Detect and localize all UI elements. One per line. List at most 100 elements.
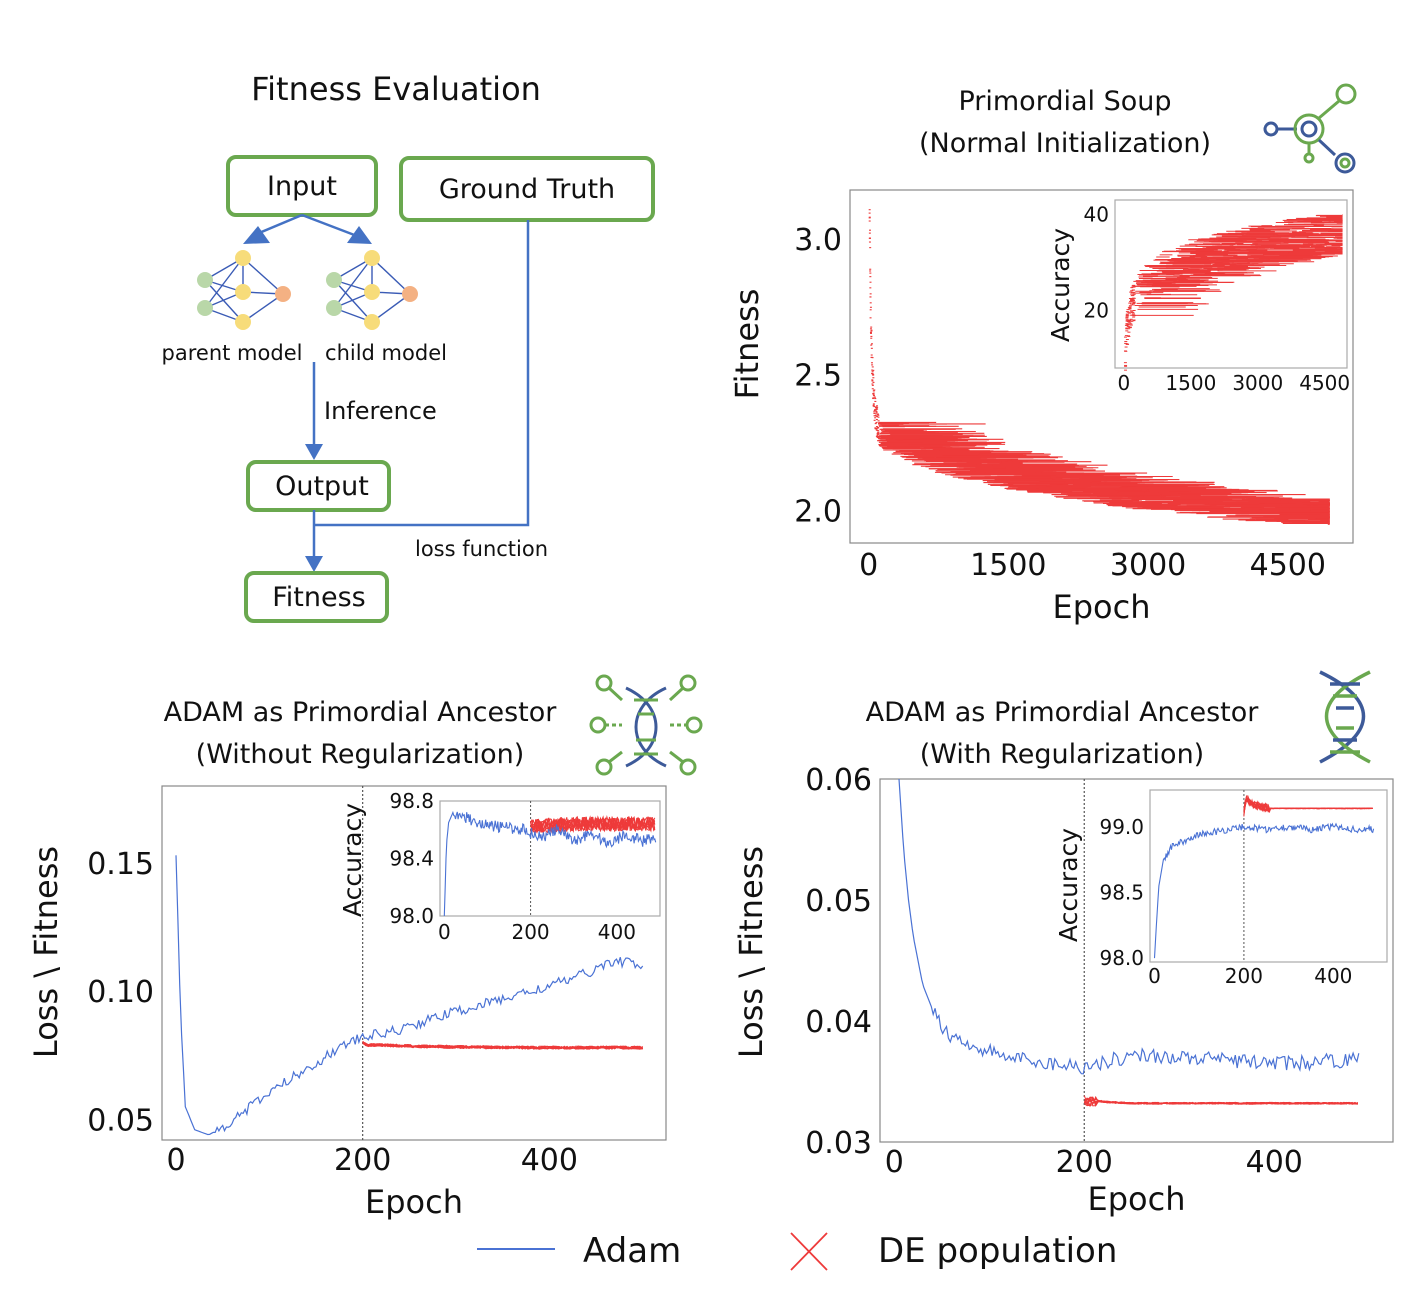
inset-plot-area [1149, 789, 1388, 963]
inset-y-tick-label: 20 [1084, 298, 1109, 322]
legend: Adam DE population [477, 1231, 1117, 1271]
child-model-network-icon [326, 250, 418, 330]
chart-title-line: (Normal Initialization) [919, 128, 1211, 159]
inset-x-tick-label: 200 [1225, 964, 1263, 988]
x-tick-label: 200 [334, 1143, 391, 1178]
accuracy-inset: 0 1500 3000 4500 20 40 Accuracy [1046, 199, 1350, 395]
chart-title-line: ADAM as Primordial Ancestor [164, 697, 558, 728]
inset-x-tick-label: 0 [1148, 964, 1161, 988]
inset-y-tick-label: 98.4 [389, 847, 434, 871]
inset-y-tick-label: 98.0 [1099, 946, 1144, 970]
de-population-marks [1083, 1095, 1359, 1108]
y-tick-label: 0.04 [805, 1005, 872, 1040]
inset-y-tick-label: 40 [1084, 202, 1109, 226]
chart-title-line: (With Regularization) [920, 739, 1204, 770]
adam-without-regularization-chart: ADAM as Primordial Ancestor (Without Regu… [27, 697, 667, 1221]
inset-de-member-line [1243, 795, 1373, 817]
de-population-marks [868, 209, 1330, 525]
chart-title-line: Primordial Soup [958, 86, 1171, 117]
x-tick-label: 400 [1246, 1145, 1303, 1180]
y-tick-label: 0.05 [805, 884, 872, 919]
inset-y-axis-label: Accuracy [1054, 828, 1083, 942]
y-tick-label: 0.05 [87, 1103, 154, 1138]
parent-model-network-icon [197, 250, 291, 330]
inset-x-tick-label: 3000 [1232, 371, 1283, 395]
fitness-evaluation-diagram: Fitness Evaluation Input Ground Truth [162, 70, 655, 623]
y-tick-label: 2.0 [794, 494, 842, 529]
legend-de-label: DE population [878, 1231, 1117, 1271]
de-population-marks [362, 1040, 644, 1050]
inset-y-tick-label: 98.5 [1099, 880, 1144, 904]
inset-x-tick-label: 0 [1118, 371, 1131, 395]
x-tick-label: 400 [521, 1143, 578, 1178]
x-tick-label: 0 [166, 1143, 185, 1178]
y-tick-label: 0.03 [805, 1126, 872, 1161]
inset-de-population-marks [1123, 214, 1343, 371]
inset-x-tick-label: 400 [598, 920, 636, 944]
input-label: Input [267, 171, 337, 202]
x-tick-label: 1500 [970, 548, 1046, 583]
inset-adam-series-line [443, 810, 657, 917]
y-tick-label: 0.10 [87, 975, 154, 1010]
x-axis-label: Epoch [1088, 1180, 1186, 1218]
ground-truth-label: Ground Truth [439, 174, 615, 205]
inset-de-population-marks [1243, 795, 1373, 817]
inset-x-tick-label: 1500 [1165, 371, 1216, 395]
accuracy-inset: 0 200 400 98.0 98.4 98.8 Accuracy [338, 789, 661, 944]
y-axis-label: Fitness [728, 289, 766, 400]
x-axis-label: Epoch [1053, 588, 1151, 626]
dna-helix-icon [1319, 670, 1371, 764]
output-box [246, 460, 391, 512]
inset-y-axis-label: Accuracy [338, 803, 367, 917]
inset-x-tick-label: 0 [438, 920, 451, 944]
fitness-box [244, 571, 389, 623]
accuracy-inset: 0 200 400 98.0 98.5 99.0 Accuracy [1054, 789, 1388, 988]
inference-arrowhead [305, 444, 323, 460]
inset-x-tick-label: 4500 [1299, 371, 1350, 395]
child-model-label: child model [325, 341, 447, 365]
x-tick-label: 0 [859, 548, 878, 583]
de-member-line [1084, 1096, 1358, 1107]
inset-de-member-line [530, 815, 656, 833]
legend-adam-label: Adam [583, 1231, 681, 1271]
adam-series-line [175, 855, 644, 1136]
adam-series-line [898, 778, 1360, 1075]
dna-circuit-icon [589, 674, 703, 776]
chart-title-line: (Without Regularization) [196, 739, 525, 770]
y-tick-label: 3.0 [794, 223, 842, 258]
ground-truth-connector [314, 220, 530, 527]
x-tick-label: 3000 [1110, 548, 1186, 583]
diagram-title: Fitness Evaluation [251, 70, 541, 108]
adam-with-regularization-chart: ADAM as Primordial Ancestor (With Regular… [732, 697, 1394, 1218]
network-node-icon [1263, 83, 1357, 174]
x-axis-label: Epoch [365, 1183, 463, 1221]
fitness-label: Fitness [272, 582, 366, 613]
inset-x-tick-label: 400 [1314, 964, 1352, 988]
inset-adam-series-line [1153, 822, 1375, 959]
inset-de-member-line [530, 814, 656, 834]
inset-x-tick-label: 200 [511, 920, 549, 944]
x-tick-label: 4500 [1250, 548, 1326, 583]
y-tick-label: 0.06 [805, 763, 872, 798]
y-axis-label: Loss \ Fitness [27, 846, 65, 1058]
primordial-soup-chart: Primordial Soup (Normal Initialization) 0 1… [728, 86, 1354, 626]
inset-y-axis-label: Accuracy [1046, 228, 1075, 342]
y-tick-label: 2.5 [794, 359, 842, 394]
y-axis-label: Loss \ Fitness [732, 846, 770, 1058]
input-split-arrows [243, 213, 372, 244]
parent-model-label: parent model [162, 341, 303, 365]
inference-label: Inference [324, 397, 437, 425]
x-tick-label: 0 [885, 1145, 904, 1180]
y-tick-label: 0.15 [87, 847, 154, 882]
loss-arrowhead [305, 556, 323, 572]
loss-function-label: loss function [415, 537, 548, 561]
x-tick-label: 200 [1056, 1145, 1113, 1180]
inset-y-tick-label: 98.0 [389, 904, 434, 928]
legend-de-marker [790, 1232, 828, 1271]
inset-y-tick-label: 98.8 [389, 789, 434, 813]
inset-y-tick-label: 99.0 [1099, 815, 1144, 839]
chart-title-line: ADAM as Primordial Ancestor [866, 697, 1260, 728]
de-member-line [362, 1042, 643, 1050]
output-label: Output [275, 471, 369, 502]
